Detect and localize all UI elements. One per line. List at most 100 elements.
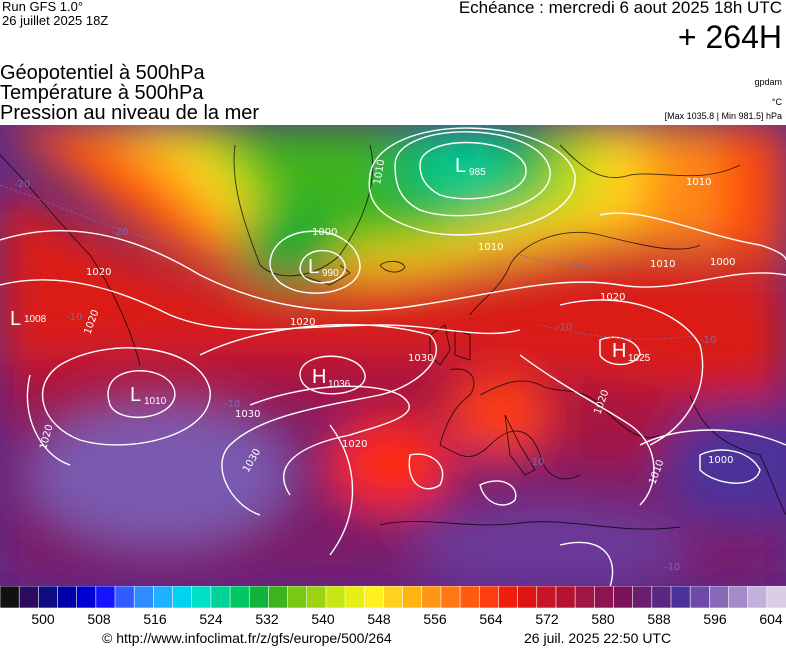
title-pressure: Pression au niveau de la mer bbox=[0, 102, 260, 124]
scale-swatch bbox=[421, 586, 442, 608]
scale-swatch bbox=[632, 586, 653, 608]
scale-swatch bbox=[114, 586, 135, 608]
coastlines bbox=[0, 144, 786, 530]
scale-swatch bbox=[344, 586, 366, 608]
scale-swatch bbox=[268, 586, 289, 608]
low-center-letter: L bbox=[130, 384, 141, 406]
scale-swatch bbox=[709, 586, 730, 608]
isobar-label: 1000 bbox=[710, 257, 735, 268]
scale-swatch bbox=[287, 586, 308, 608]
scale-tick-label: 548 bbox=[367, 611, 391, 627]
temp-label: -10 bbox=[700, 335, 716, 346]
scale-swatch bbox=[95, 586, 116, 608]
scale-tick-label: 500 bbox=[31, 611, 55, 627]
forecast-hours: + 264H bbox=[677, 19, 782, 55]
scale-tick-label: 572 bbox=[535, 611, 559, 627]
scale-tick-label: 604 bbox=[759, 611, 783, 627]
isobar-label: 1000 bbox=[312, 227, 337, 238]
scale-swatch bbox=[363, 586, 385, 608]
run-date: 26 juillet 2025 18Z bbox=[2, 13, 109, 28]
scale-tick-label: 564 bbox=[479, 611, 503, 627]
unit-celsius: °C bbox=[771, 97, 782, 107]
isobars bbox=[0, 127, 786, 587]
scale-tick-label: 596 bbox=[703, 611, 727, 627]
scale-swatch bbox=[153, 586, 174, 608]
isobar-label: 1030 bbox=[235, 409, 260, 420]
scale-swatch bbox=[18, 586, 40, 608]
temp-label: -10 bbox=[556, 322, 572, 333]
isobar-label: 1030 bbox=[408, 353, 433, 364]
scale-swatch bbox=[555, 586, 576, 608]
low-center-letter: L bbox=[455, 155, 466, 177]
low-center-value: 990 bbox=[322, 268, 339, 279]
temp-label: -20 bbox=[568, 262, 584, 273]
run-label: Run GFS 1.0° bbox=[2, 0, 84, 14]
scale-swatch bbox=[57, 586, 78, 608]
scale-swatch bbox=[670, 586, 691, 608]
scale-swatch bbox=[133, 586, 155, 608]
weather-map: 1010 1000 1010 1020 1020 1020 1030 1020 … bbox=[0, 125, 786, 587]
scale-swatch bbox=[459, 586, 481, 608]
scale-tick-label: 540 bbox=[311, 611, 335, 627]
title-temperature: Température à 500hPa bbox=[0, 82, 204, 104]
scale-swatch bbox=[191, 586, 212, 608]
isobar-label: 1020 bbox=[600, 292, 625, 303]
temp-label: -20 bbox=[112, 227, 128, 238]
scale-swatch bbox=[498, 586, 519, 608]
temp-label: -10 bbox=[66, 312, 82, 323]
scale-swatch bbox=[574, 586, 596, 608]
low-center-letter: L bbox=[308, 256, 319, 278]
scale-swatch bbox=[0, 586, 20, 608]
high-center-letter: H bbox=[312, 366, 326, 388]
scale-swatch bbox=[728, 586, 749, 608]
isobar-label: 1010 bbox=[478, 242, 503, 253]
scale-tick-label: 532 bbox=[255, 611, 279, 627]
scale-swatch bbox=[76, 586, 97, 608]
temp-label: -20 bbox=[14, 179, 30, 190]
temp-label: -10 bbox=[224, 399, 240, 410]
scale-swatch bbox=[593, 586, 615, 608]
scale-tick-label: 508 bbox=[87, 611, 111, 627]
scale-tick-label: 556 bbox=[423, 611, 447, 627]
low-center-letter: L bbox=[10, 308, 21, 330]
isobar-label: 1010 bbox=[650, 259, 675, 270]
high-center-letter: H bbox=[612, 340, 626, 362]
geopotential-field bbox=[0, 125, 786, 587]
scale-swatch bbox=[402, 586, 423, 608]
scale-swatch bbox=[766, 586, 786, 608]
scale-swatch bbox=[383, 586, 404, 608]
low-center-value: 985 bbox=[469, 167, 486, 178]
unit-pressure-range: [Max 1035.8 | Min 981.5] hPa bbox=[664, 111, 782, 121]
scale-swatch bbox=[517, 586, 538, 608]
scale-swatch bbox=[613, 586, 634, 608]
scale-swatch bbox=[248, 586, 270, 608]
scale-tick-label: 524 bbox=[199, 611, 223, 627]
high-center-value: 1025 bbox=[628, 353, 651, 364]
generation-time: 26 juil. 2025 22:50 UTC bbox=[524, 630, 672, 646]
temperature-isotherms bbox=[0, 184, 701, 340]
scale-swatch bbox=[536, 586, 557, 608]
high-center-value: 1036 bbox=[328, 379, 351, 390]
unit-gpdam: gpdam bbox=[754, 77, 782, 87]
scale-swatch bbox=[172, 586, 193, 608]
title-geopotential: Géopotentiel à 500hPa bbox=[0, 62, 205, 84]
scale-tick-label: 580 bbox=[591, 611, 615, 627]
scale-swatch bbox=[440, 586, 461, 608]
isobar-label: 1020 bbox=[86, 267, 111, 278]
source-credit-link[interactable]: © http://www.infoclimat.fr/z/gfs/europe/… bbox=[102, 630, 392, 646]
scale-swatch bbox=[38, 586, 59, 608]
isobar-labels: 1010 1000 1010 1020 1020 1020 1030 1020 … bbox=[38, 159, 735, 486]
scale-tick-label: 588 bbox=[647, 611, 671, 627]
forecast-validity: Echéance : mercredi 6 aout 2025 18h UTC bbox=[458, 0, 782, 17]
scale-swatch bbox=[478, 586, 500, 608]
pressure-centers: L 985 L 990 L 1008 L 1010 H 1036 H 1025 bbox=[10, 155, 651, 407]
temp-label: -10 bbox=[528, 457, 544, 468]
scale-tick-label: 516 bbox=[143, 611, 167, 627]
low-center-value: 1010 bbox=[144, 396, 167, 407]
isobar-label: 1020 bbox=[342, 439, 367, 450]
scale-swatch bbox=[747, 586, 768, 608]
temperature-labels: -20 -20 -20 -10 -10 -10 -10 -10 -10 bbox=[14, 179, 716, 573]
scale-swatch bbox=[325, 586, 346, 608]
color-scale-bar bbox=[0, 586, 786, 608]
low-center-value: 1008 bbox=[24, 314, 47, 325]
